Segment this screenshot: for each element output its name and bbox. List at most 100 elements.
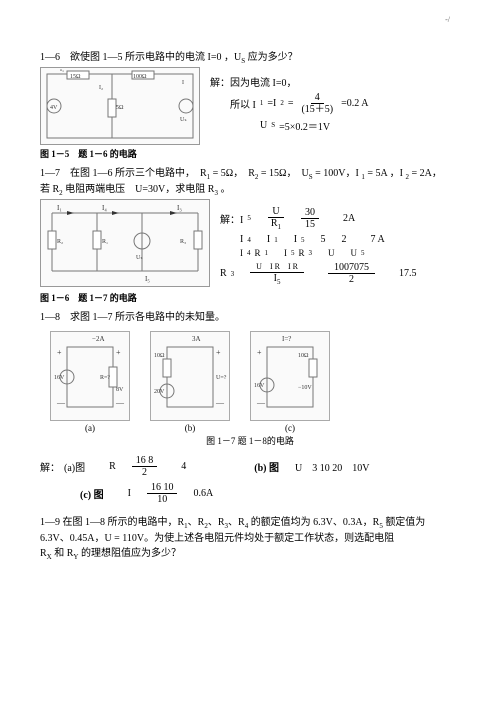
p17-s4sub: 3 <box>231 270 235 278</box>
svg-text:16V: 16V <box>54 375 65 381</box>
svg-text:I₅: I₅ <box>145 275 150 283</box>
p16-s3b: =5×0.2＝1V <box>279 118 330 133</box>
circuit-b: 3A + 10Ω U=? 20V — (b) <box>150 331 230 433</box>
p18-c-lbl: (c) 图 <box>80 486 104 501</box>
p18-a-num: 16 8 <box>132 455 158 467</box>
p17-s4res: 17.5 <box>399 268 417 279</box>
p17-t3: = 15Ω， U <box>258 168 308 179</box>
p16-s2a: 所以 I <box>230 96 256 111</box>
p17-lf1-bot: I5 <box>250 273 304 286</box>
caption-1-7: 图 1－7 题 1－8的电路 <box>40 435 460 449</box>
p17-t4: = 100V，I <box>313 168 362 179</box>
p17-lf2-bot: 2 <box>328 274 375 285</box>
label-c: (c) <box>250 423 330 433</box>
p18-a-R: R <box>109 461 116 472</box>
p16-s2sub1: 1 <box>260 99 264 107</box>
p17-s3-0: I <box>240 248 243 258</box>
p17-question2: 若 R2 电阻两端电压 U=30V，求电阻 R3 。 <box>40 182 460 199</box>
circuit-1-6-svg: I₁ I₄ I₃ R₁ R₂ R₃ Uₛ I₅ <box>42 201 208 285</box>
p17-f1n: U <box>268 206 283 218</box>
circuit-b-svg: 3A + 10Ω U=? 20V — <box>152 333 228 419</box>
svg-text:−2A: −2A <box>92 335 105 343</box>
svg-text:I=?: I=? <box>282 335 291 343</box>
svg-text:+: + <box>257 348 262 357</box>
p16-text: 1—6 欲使图 1—5 所示电路中的电流 I=0 ，U <box>40 52 241 63</box>
p16-sol2: 所以 I1=I2= 4 (15＋5) =0.2 A <box>230 92 460 115</box>
svg-text:I₁: I₁ <box>60 69 64 73</box>
p17-s3-5: U <box>351 248 358 258</box>
p17-e1e: 2A <box>343 213 355 224</box>
svg-text:−10V: −10V <box>298 385 312 391</box>
p18-a-lbl: (a)图 <box>64 459 85 474</box>
p19-l2: 6.3V、0.45A，U = 110V。为使上述各电阻元件均处于额定工作状态，则… <box>40 531 460 546</box>
p17-sol1: 解：I5 UR1 3015 2A <box>220 206 460 232</box>
p17-lf2: 1007075 2 <box>328 262 375 285</box>
p19-l3b: 和 R <box>52 548 74 559</box>
svg-text:8V: 8V <box>116 387 124 393</box>
p17-lf2-top: 1007075 <box>328 262 375 274</box>
p17-solution: 解：I5 UR1 3015 2A I4 I1 I5 5 2 7 A I4R1 I… <box>220 199 460 290</box>
p17-l2c: 。 <box>218 184 231 195</box>
problem-1-8: 1—8 求图 1—7 所示各电路中的未知量。 −2A + + 16V R=? 8… <box>40 310 460 505</box>
label-b: (b) <box>150 423 230 433</box>
p16-s2b: =I <box>267 98 276 109</box>
p17-sol-lbl: 解：I <box>220 211 243 226</box>
p16-text-end: 应为多少？ <box>245 52 298 63</box>
svg-text:4V: 4V <box>50 105 58 111</box>
p19-t6: 额定值为 <box>383 517 426 528</box>
p17-sol2: I4 I1 I5 5 2 7 A <box>240 234 460 245</box>
svg-text:R₃: R₃ <box>180 239 186 245</box>
circuit-a-svg: −2A + + 16V R=? 8V — — <box>52 333 128 419</box>
p18-b-lbl: (b) 图 <box>254 459 279 474</box>
p18-a-frac: 16 8 2 <box>132 455 158 478</box>
p17-l2a: 若 R <box>40 184 59 195</box>
p17-f2n: 30 <box>301 207 319 219</box>
svg-text:—: — <box>115 398 125 407</box>
p17-s3-2: I <box>284 248 287 258</box>
circuit-a: −2A + + 16V R=? 8V — — (a) <box>50 331 130 433</box>
svg-text:3A: 3A <box>192 335 201 343</box>
problem-1-6: 1—6 欲使图 1—5 所示电路中的电流 I=0 ，US 应为多少？ 15Ω 1… <box>40 50 460 160</box>
p18-c-I: I <box>128 488 131 499</box>
p19-t3: 、R <box>208 517 225 528</box>
problem-1-7: 1—7 在图 1—6 所示三个电路中， R1 = 5Ω， R2 = 15Ω， U… <box>40 166 460 305</box>
p18-answers: 解： (a)图 R 16 8 2 4 (b) 图 U 3 10 20 10V (… <box>40 455 460 505</box>
p17-s2-0: I <box>240 234 243 245</box>
p17-sol3: I4R1 I5R3 U U5 <box>240 248 460 258</box>
circuit-1-5-svg: 15Ω 100Ω I₁ I 4V Uₛ 5Ω I₂ <box>42 69 198 143</box>
svg-text:I: I <box>182 80 184 86</box>
p16-frac-den: (15＋5) <box>297 104 337 115</box>
p16-solution: 解：因为电流 I=0， 所以 I1=I2= 4 (15＋5) =0.2 A US… <box>210 67 460 136</box>
p16-s2sub2: 2 <box>280 99 284 107</box>
svg-text:+: + <box>57 348 62 357</box>
svg-text:R₂: R₂ <box>57 239 63 245</box>
p17-sol-sub: 5 <box>247 214 251 222</box>
p17-s2s1: 1 <box>274 236 278 244</box>
p17-t1: 1—7 在图 1—6 所示三个电路中， R <box>40 168 207 179</box>
svg-text:100Ω: 100Ω <box>133 74 147 80</box>
svg-text:I₂: I₂ <box>99 85 103 91</box>
p17-t5: = 5A ，I <box>365 168 406 179</box>
p17-s4a: R <box>220 268 227 279</box>
svg-text:+: + <box>216 348 221 357</box>
p18-question: 1—8 求图 1—7 所示各电路中的未知量。 <box>40 310 460 325</box>
p18-a-den: 2 <box>138 467 151 478</box>
p18-c-num: 16 10 <box>147 482 178 494</box>
p19-t4: 、R <box>228 517 245 528</box>
circuit-1-6: I₁ I₄ I₃ R₁ R₂ R₃ Uₛ I₅ <box>40 199 210 287</box>
p16-frac-res: =0.2 A <box>341 98 368 109</box>
p18-c-frac: 16 10 10 <box>147 482 178 505</box>
p18-ans-c: (c) 图 I 16 10 10 0.6A <box>80 482 460 505</box>
svg-text:15Ω: 15Ω <box>70 74 81 80</box>
svg-text:I₁: I₁ <box>57 204 62 212</box>
p19-t2: 、R <box>188 517 205 528</box>
p17-question: 1—7 在图 1—6 所示三个电路中， R1 = 5Ω， R2 = 15Ω， U… <box>40 166 460 183</box>
svg-text:20V: 20V <box>154 389 165 395</box>
circuit-a-box: −2A + + 16V R=? 8V — — <box>50 331 130 421</box>
p16-s3a: U <box>260 120 267 131</box>
p16-frac: 4 (15＋5) <box>297 92 337 115</box>
p17-lf1-top: U I R I R <box>250 261 304 273</box>
p17-s2-1: I <box>267 234 270 245</box>
p19-t5: 的额定值均为 6.3V、0.3A，R <box>248 517 379 528</box>
p18-ans-ab: 解： (a)图 R 16 8 2 4 (b) 图 U 3 10 20 10V <box>40 455 460 478</box>
